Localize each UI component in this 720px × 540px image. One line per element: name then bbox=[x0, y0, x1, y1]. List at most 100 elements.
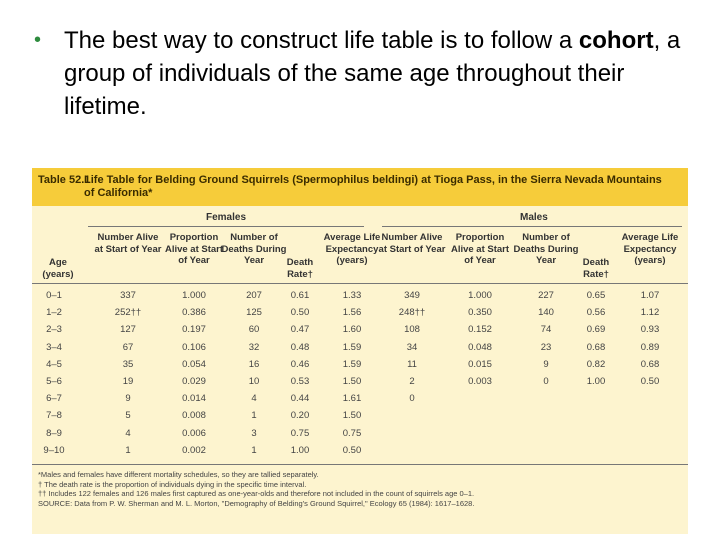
cell-male-life-expectancy: 0.68 bbox=[640, 358, 660, 370]
cell-male-proportion-alive: 0.350 bbox=[468, 307, 492, 319]
table-number: Table 52.1 bbox=[38, 174, 91, 186]
cell-male-deaths: 9 bbox=[543, 358, 549, 370]
table-row: 4–5 35 0.054 16 0.46 1.59 11 0.015 9 0.82 0.68 bbox=[32, 357, 688, 373]
cell-female-death-rate: 0.53 bbox=[290, 376, 310, 387]
bullet-marker: • bbox=[34, 29, 42, 51]
cell-age: 1–2 bbox=[46, 307, 62, 319]
cell-male-number-alive: 108 bbox=[404, 324, 420, 336]
cell-age: 5–6 bbox=[46, 376, 62, 387]
cell-female-deaths: 1 bbox=[251, 444, 257, 456]
footnote: *Males and females have different mortal… bbox=[38, 470, 319, 479]
cell-female-deaths: 60 bbox=[248, 324, 260, 336]
cell-female-proportion-alive: 0.014 bbox=[182, 393, 206, 405]
cell-female-deaths: 16 bbox=[248, 358, 260, 370]
cell-female-deaths: 3 bbox=[251, 427, 257, 439]
cell-female-life-expectancy: 1.50 bbox=[342, 410, 362, 422]
group-header-females: Females bbox=[206, 212, 247, 223]
cell-female-proportion-alive: 0.386 bbox=[182, 307, 206, 319]
group-header-males: Males bbox=[520, 212, 548, 223]
females-rule bbox=[88, 226, 364, 227]
col-male-life-expectancy: Average Life Expectancy (years) bbox=[621, 232, 679, 266]
footnote: † The death rate is the proportion of in… bbox=[38, 479, 307, 489]
table-row: 5–6 19 0.029 10 0.53 1.50 2 0.003 0 1.00 0.50 bbox=[32, 374, 688, 390]
table-caption: Table 52.1 Life Table for Belding Ground… bbox=[32, 168, 688, 206]
cell-male-death-rate: 0.82 bbox=[586, 358, 606, 370]
cell-female-number-alive: 1 bbox=[125, 444, 131, 456]
cell-female-deaths: 4 bbox=[251, 393, 257, 405]
cell-female-proportion-alive: 0.106 bbox=[182, 341, 206, 353]
col-male-death-rate: Death Rate† bbox=[582, 257, 610, 280]
cell-female-deaths: 125 bbox=[246, 307, 262, 319]
cell-age: 3–4 bbox=[46, 341, 62, 353]
cell-female-number-alive: 19 bbox=[122, 376, 134, 387]
col-male-deaths: Number of Deaths During Year bbox=[513, 232, 579, 266]
cell-male-proportion-alive: 0.003 bbox=[468, 376, 492, 387]
table-row: 7–8 5 0.008 1 0.20 1.50 bbox=[32, 408, 688, 424]
cell-female-number-alive: 5 bbox=[125, 410, 131, 422]
life-table: Table 52.1 Life Table for Belding Ground… bbox=[32, 168, 688, 534]
cell-male-deaths: 227 bbox=[538, 290, 554, 301]
cell-female-number-alive: 127 bbox=[120, 324, 136, 336]
cell-male-proportion-alive: 0.015 bbox=[468, 358, 492, 370]
col-female-life-expectancy: Average Life Expectancy (years) bbox=[323, 232, 381, 266]
cell-female-death-rate: 0.61 bbox=[290, 290, 310, 301]
cell-age: 7–8 bbox=[46, 410, 62, 422]
footnote: SOURCE: Data from P. W. Sherman and M. L… bbox=[38, 498, 475, 508]
table-row: 3–4 67 0.106 32 0.48 1.59 34 0.048 23 0.68 0.89 bbox=[32, 340, 688, 356]
cell-male-number-alive: 34 bbox=[406, 341, 418, 353]
cell-male-number-alive: 0 bbox=[409, 393, 415, 405]
table-title: Life Table for Belding Ground Squirrels … bbox=[84, 174, 662, 199]
cell-male-death-rate: 0.68 bbox=[586, 341, 606, 353]
cell-male-death-rate: 0.65 bbox=[586, 290, 606, 301]
cell-male-deaths: 0 bbox=[543, 376, 549, 387]
cell-female-proportion-alive: 0.197 bbox=[182, 324, 206, 336]
header-rule bbox=[32, 283, 688, 284]
cell-male-number-alive: 248†† bbox=[398, 307, 426, 319]
table-row: 2–3 127 0.197 60 0.47 1.60 108 0.152 74 0.69 0.93 bbox=[32, 322, 688, 338]
footnote-rule bbox=[32, 464, 688, 465]
col-female-number-alive: Number Alive at Start of Year bbox=[94, 232, 162, 255]
cell-male-proportion-alive: 1.000 bbox=[468, 290, 492, 301]
cell-female-life-expectancy: 1.33 bbox=[342, 290, 362, 301]
cell-female-number-alive: 9 bbox=[125, 393, 131, 405]
cell-age: 2–3 bbox=[46, 324, 62, 336]
table-row: 9–10 1 0.002 1 1.00 0.50 bbox=[32, 443, 688, 459]
cell-female-death-rate: 1.00 bbox=[290, 444, 310, 456]
cell-female-proportion-alive: 0.008 bbox=[182, 410, 206, 422]
males-rule bbox=[382, 226, 682, 227]
cell-male-death-rate: 0.69 bbox=[586, 324, 606, 336]
cell-female-proportion-alive: 1.000 bbox=[182, 290, 206, 301]
cell-male-proportion-alive: 0.048 bbox=[468, 341, 492, 353]
cell-age: 0–1 bbox=[46, 290, 62, 301]
footnote: †† Includes 122 females and 126 males fi… bbox=[38, 489, 475, 498]
cell-female-death-rate: 0.20 bbox=[290, 410, 310, 422]
cell-female-death-rate: 0.75 bbox=[290, 427, 310, 439]
cell-female-proportion-alive: 0.054 bbox=[182, 358, 206, 370]
cell-male-death-rate: 1.00 bbox=[586, 376, 606, 387]
cell-male-deaths: 23 bbox=[540, 341, 552, 353]
cell-age: 9–10 bbox=[43, 444, 65, 456]
bullet-text-end: , a group of individuals of the same age… bbox=[64, 27, 681, 120]
cell-male-number-alive: 2 bbox=[409, 376, 415, 387]
cell-female-death-rate: 0.44 bbox=[290, 393, 310, 405]
cell-female-number-alive: 337 bbox=[120, 290, 136, 301]
cell-male-life-expectancy: 1.12 bbox=[640, 307, 660, 319]
cell-female-death-rate: 0.47 bbox=[290, 324, 310, 336]
cell-male-number-alive: 11 bbox=[407, 358, 417, 370]
cell-female-life-expectancy: 0.75 bbox=[342, 427, 362, 439]
cell-female-number-alive: 4 bbox=[125, 427, 131, 439]
cell-female-deaths: 10 bbox=[248, 376, 260, 387]
cell-male-deaths: 74 bbox=[540, 324, 552, 336]
cell-female-deaths: 1 bbox=[251, 410, 257, 422]
cell-female-life-expectancy: 0.50 bbox=[342, 444, 362, 456]
table-row: 8–9 4 0.006 3 0.75 0.75 bbox=[32, 426, 688, 442]
bullet-text: The best way to construct life table is … bbox=[64, 24, 694, 123]
cell-female-number-alive: 67 bbox=[122, 341, 134, 353]
cell-female-death-rate: 0.50 bbox=[290, 307, 310, 319]
cell-age: 6–7 bbox=[46, 393, 62, 405]
cell-female-number-alive: 252†† bbox=[114, 307, 142, 319]
cell-female-life-expectancy: 1.59 bbox=[342, 358, 362, 370]
cell-female-proportion-alive: 0.029 bbox=[182, 376, 206, 387]
cell-female-life-expectancy: 1.61 bbox=[342, 393, 362, 405]
cell-male-number-alive: 349 bbox=[404, 290, 420, 301]
